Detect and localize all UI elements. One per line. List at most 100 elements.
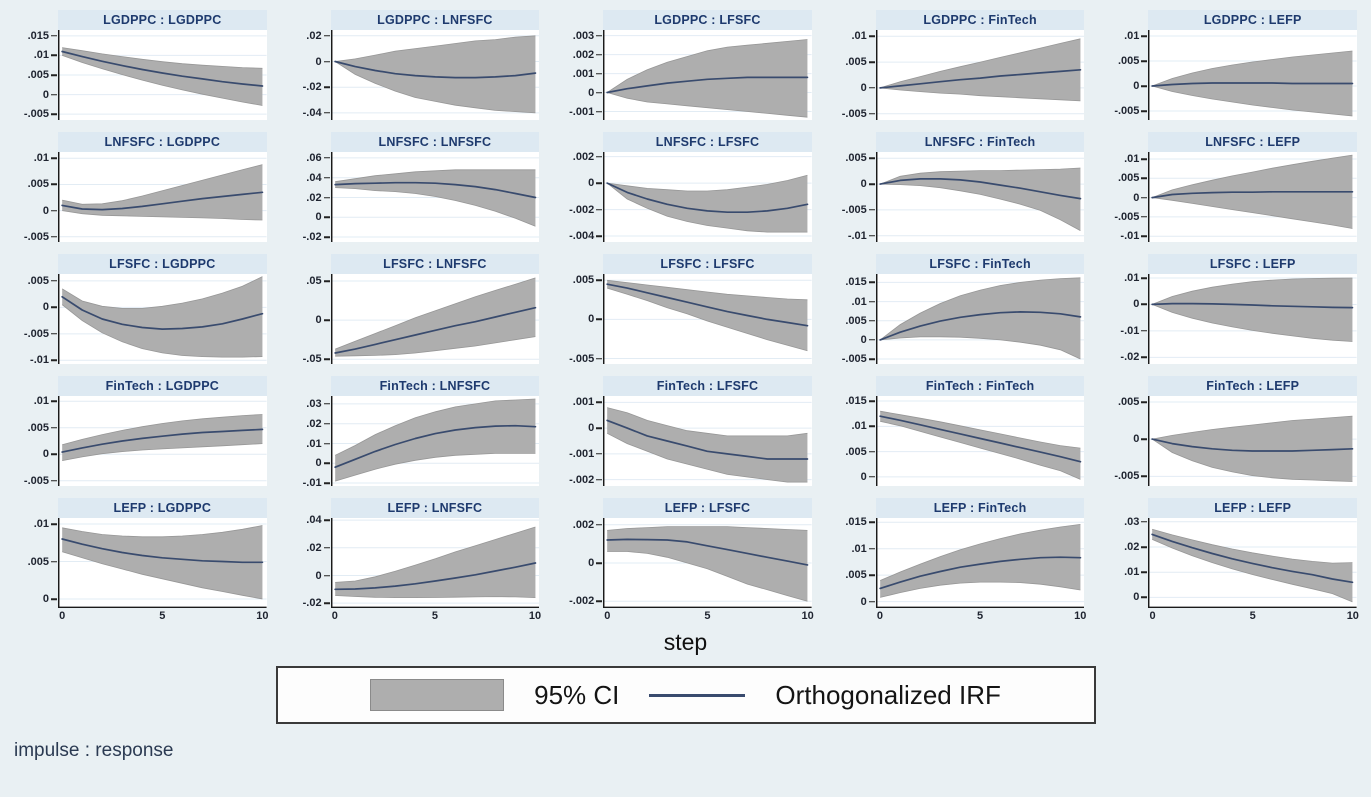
y-tick-mark — [323, 519, 330, 521]
y-tick-label: .015 — [845, 276, 867, 289]
y-tick-mark — [1141, 60, 1148, 62]
y-tick-label: 0 — [42, 448, 49, 461]
x-tick-label: 10 — [1346, 610, 1359, 622]
irf-line — [61, 50, 264, 87]
y-axis-tick-labels: .005 0 -.005 — [1098, 396, 1148, 486]
y-tick-mark — [51, 560, 57, 563]
y-tick-label: .01 — [33, 395, 49, 408]
x-tick-label: 5 — [431, 610, 438, 622]
x-axis-tick-labels: 0 5 10 — [603, 608, 814, 625]
y-axis-tick-labels: .01 .005 0 -.005 — [8, 152, 58, 243]
y-tick-label: -.02 — [302, 231, 322, 244]
irf-panel: LEFP : LEFP .03 .02 .01 0 0 5 10 — [1098, 498, 1359, 625]
y-tick-label: .003 — [572, 29, 595, 42]
y-tick-mark — [323, 216, 330, 219]
y-tick-label: -.005 — [1114, 210, 1140, 223]
y-tick-label: .002 — [572, 48, 595, 61]
irf-panel: LEFP : LNFSFC .04 .02 0 -.02 0 5 10 — [281, 498, 542, 625]
plot-area — [330, 396, 540, 486]
y-tick-mark — [1141, 303, 1148, 306]
irf-panel: FinTech : LFSFC .001 0 -.001 -.002 — [553, 376, 812, 486]
y-tick-label: .01 — [33, 49, 49, 62]
y-tick-label: .02 — [306, 541, 322, 554]
y-tick-label: .04 — [306, 171, 322, 184]
y-tick-mark — [51, 306, 57, 309]
irf-panel: FinTech : LEFP .005 0 -.005 — [1098, 376, 1357, 486]
y-tick-mark — [51, 280, 57, 282]
y-tick-mark — [1141, 85, 1148, 87]
y-tick-mark — [51, 427, 57, 429]
y-axis-tick-labels: .005 0 -.005 — [553, 274, 603, 365]
y-tick-label: .04 — [306, 514, 322, 527]
irf-plot-svg — [58, 152, 267, 242]
panel-title: LGDPPC : LGDPPC — [58, 10, 267, 30]
y-tick-label: 0 — [860, 81, 867, 94]
y-tick-mark — [868, 339, 875, 341]
y-tick-label: .005 — [27, 178, 49, 191]
panel-title: LEFP : FinTech — [875, 498, 1085, 518]
y-tick-label: 0 — [1133, 191, 1140, 204]
y-tick-label: .015 — [27, 29, 49, 42]
y-tick-mark — [868, 235, 875, 237]
y-tick-mark — [868, 319, 875, 322]
y-tick-mark — [868, 521, 875, 523]
ci-band — [62, 47, 263, 106]
x-tick-label: 10 — [1074, 610, 1087, 622]
y-tick-mark — [51, 74, 57, 76]
irf-panel: LEFP : LFSFC .002 0 -.002 0 5 10 — [553, 498, 814, 625]
y-tick-mark — [323, 319, 330, 321]
plot-area — [1148, 30, 1357, 120]
panel-title: FinTech : LNFSFC — [330, 376, 540, 396]
y-tick-label: 0 — [315, 457, 322, 470]
y-tick-label: .01 — [306, 437, 322, 450]
irf-line — [61, 191, 264, 211]
y-tick-label: .005 — [1117, 172, 1140, 185]
y-axis-tick-labels: .01 .005 0 -.005 — [826, 30, 876, 120]
x-tick-label: 0 — [331, 610, 338, 622]
y-tick-mark — [596, 478, 603, 481]
y-axis-tick-labels: .001 0 -.001 -.002 — [553, 396, 603, 486]
y-tick-label: -.005 — [1114, 105, 1140, 117]
plot-area — [875, 30, 1085, 120]
y-tick-mark — [51, 453, 57, 455]
y-axis-tick-labels: .01 .005 0 -.005 — [1098, 30, 1148, 120]
y-tick-mark — [1141, 475, 1148, 478]
x-tick-label: 5 — [159, 610, 166, 622]
irf-line — [606, 182, 809, 214]
y-axis-tick-labels: .015 .01 .005 0 — [826, 516, 876, 608]
y-tick-mark — [596, 72, 603, 75]
irf-plot-svg — [1148, 30, 1357, 120]
y-tick-label: 0 — [860, 333, 867, 346]
y-tick-label: .002 — [572, 150, 595, 163]
y-axis-tick-labels: .01 .005 0 — [8, 518, 58, 608]
y-tick-label: 0 — [860, 595, 867, 608]
x-tick-label: 10 — [528, 610, 542, 622]
x-axis-tick-labels: 0 5 10 — [1148, 608, 1359, 625]
irf-line — [1151, 190, 1354, 199]
y-tick-mark — [1141, 277, 1148, 279]
irf-panel: FinTech : FinTech .015 .01 .005 0 — [826, 376, 1085, 486]
y-tick-label: .03 — [1124, 515, 1140, 528]
x-tick-label: 10 — [801, 610, 814, 622]
y-tick-label: .005 — [572, 274, 595, 287]
irf-panel: LNFSFC : LNFSFC .06 .04 .02 0 -.02 — [281, 132, 540, 244]
irf-line — [333, 60, 536, 79]
irf-panel: LEFP : FinTech .015 .01 .005 0 0 5 10 — [826, 498, 1087, 625]
y-axis-tick-labels: .01 .005 0 -.005 — [8, 395, 58, 487]
y-tick-label: -.005 — [23, 327, 49, 340]
y-tick-label: .02 — [306, 417, 322, 430]
x-axis-tick-labels: 0 5 10 — [58, 608, 268, 625]
y-tick-label: .005 — [27, 274, 49, 287]
y-axis-tick-labels: .04 .02 0 -.02 — [281, 514, 331, 609]
y-tick-label: -.005 — [23, 474, 49, 487]
y-tick-label: .01 — [1124, 272, 1140, 284]
panel-title: LFSFC : FinTech — [875, 254, 1085, 274]
y-tick-label: 0 — [315, 211, 322, 224]
plot-area — [58, 396, 267, 486]
y-tick-mark — [51, 479, 57, 482]
y-tick-label: -.002 — [569, 473, 595, 486]
y-tick-label: .005 — [27, 421, 49, 434]
irf-panel: LGDPPC : FinTech .01 .005 0 -.005 — [826, 10, 1085, 120]
y-tick-label: 0 — [860, 470, 867, 483]
y-tick-mark — [868, 574, 875, 576]
